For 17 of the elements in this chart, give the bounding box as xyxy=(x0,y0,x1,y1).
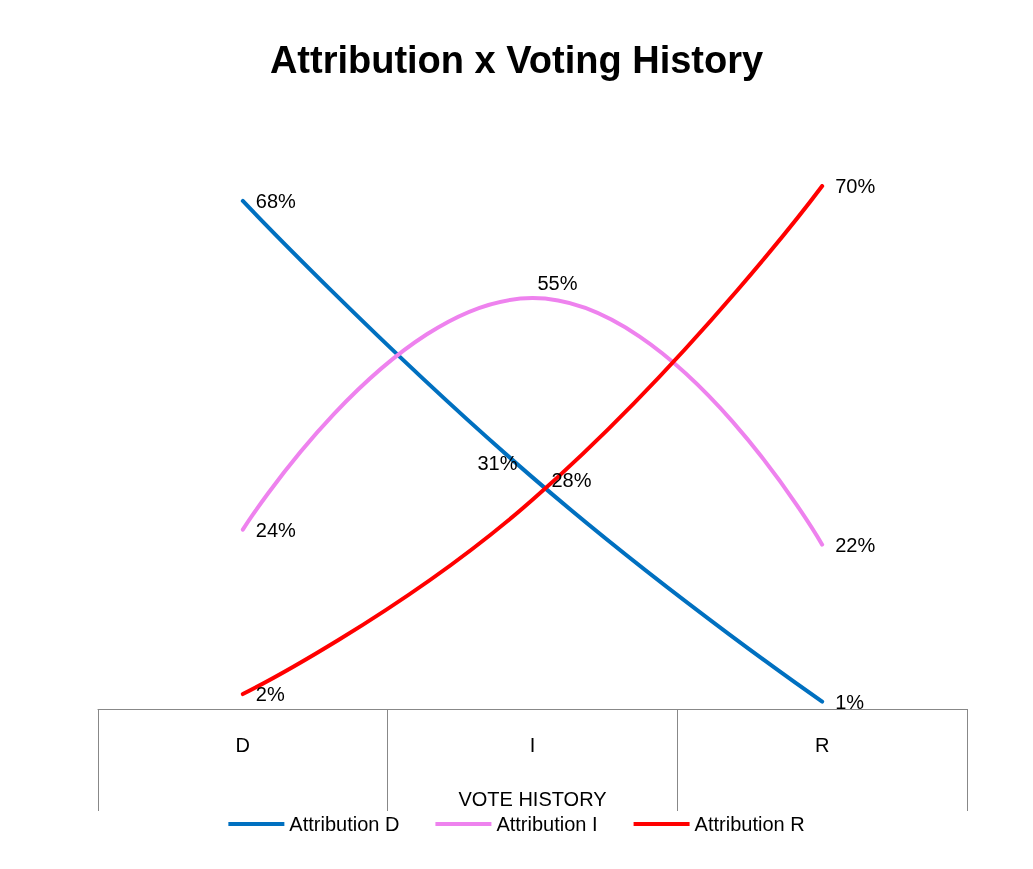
data-label: 68% xyxy=(255,189,297,212)
x-axis-title: VOTE HISTORY xyxy=(458,788,607,810)
data-label: 55% xyxy=(537,272,578,295)
x-tick-label: R xyxy=(814,734,830,756)
x-tick-label: D xyxy=(235,734,251,756)
data-label: 2% xyxy=(255,683,285,706)
chart-title: Attribution x Voting History xyxy=(269,39,764,81)
data-label: 22% xyxy=(835,533,876,556)
legend-label: Attribution R xyxy=(694,813,805,835)
data-label: 31% xyxy=(477,452,518,475)
data-label: 28% xyxy=(551,468,592,491)
x-tick-label: I xyxy=(529,734,536,756)
data-label: 24% xyxy=(255,518,297,541)
legend-label: Attribution D xyxy=(289,813,400,835)
data-label: 1% xyxy=(835,690,865,713)
legend-label: Attribution I xyxy=(496,813,598,835)
data-label: 70% xyxy=(835,175,876,197)
